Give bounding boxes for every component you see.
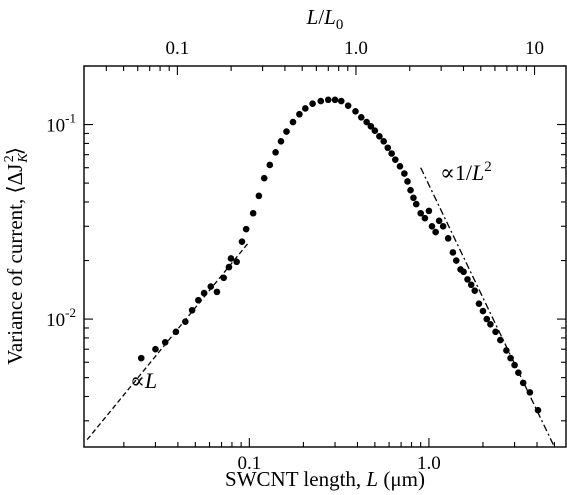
data-point [225, 263, 233, 271]
plot-frame [83, 65, 567, 448]
data-point [475, 300, 483, 307]
data-point [283, 128, 290, 135]
data-point [357, 113, 365, 121]
data-point [172, 328, 180, 336]
data-point [367, 122, 375, 130]
data-point [188, 306, 196, 314]
annotation-proportional-inverse-L-squared: ∝1/L2 [440, 159, 492, 185]
data-point [331, 96, 339, 104]
data-point [137, 354, 145, 362]
data-point [534, 406, 542, 414]
data-point [317, 97, 325, 105]
x2-axis-label: L/L0 [306, 5, 344, 33]
data-point [324, 96, 332, 104]
data-point [352, 107, 359, 115]
data-point [233, 258, 240, 266]
data-point [371, 127, 379, 134]
data-point [152, 345, 159, 353]
data-point [309, 100, 316, 108]
data-point [260, 174, 268, 182]
data-point [507, 354, 514, 362]
data-point [464, 276, 471, 283]
data-point [449, 249, 457, 256]
data-point [161, 338, 169, 346]
data-point [519, 379, 527, 387]
x2-tick-label: 1.0 [344, 38, 368, 59]
data-point [213, 288, 221, 296]
data-point [452, 257, 460, 264]
data-point [227, 255, 235, 262]
guide-line-proportional-inverse-L-squared [420, 167, 556, 448]
data-point [242, 225, 250, 233]
guide-lines [86, 167, 556, 448]
data-point [471, 287, 479, 294]
data-point [492, 328, 499, 336]
data-point [344, 102, 352, 110]
data-point [421, 214, 429, 222]
data-point [511, 361, 518, 369]
data-point [467, 281, 475, 289]
data-point [388, 150, 395, 157]
x-axis-label: SWCNT length, L (μm) [225, 467, 425, 491]
data-point [220, 274, 228, 282]
data-point [272, 149, 279, 156]
data-point [479, 307, 487, 315]
data-point [439, 222, 447, 230]
x-tick-label: 0.1 [237, 453, 261, 474]
data-point [266, 161, 274, 169]
data-point [249, 209, 257, 217]
data-point [401, 170, 408, 177]
data-point [460, 268, 467, 276]
data-point [392, 156, 399, 163]
data-point [497, 336, 504, 344]
data-point [238, 238, 246, 245]
y-tick-label: 10-1 [46, 111, 76, 137]
data-point [417, 209, 424, 217]
data-point [182, 318, 189, 325]
x2-tick-label: 10 [525, 38, 544, 59]
y-axis-label: Variance of current, ⟨ΔJK2⟩ [2, 147, 31, 365]
x-tick-label: 1.0 [417, 453, 441, 474]
data-point [432, 228, 439, 236]
tick-labels: 0.1 1.0 0.1 1.0 10 10-2 10-1 [46, 38, 544, 474]
data-point [396, 163, 404, 170]
data-point [302, 105, 309, 112]
data-point [425, 207, 433, 215]
data-point [200, 289, 208, 297]
data-point [363, 118, 370, 126]
data-point [444, 235, 452, 242]
data-point [407, 186, 414, 194]
data-point [380, 138, 387, 145]
data-point [410, 194, 417, 202]
data-point [376, 133, 383, 140]
data-point [277, 138, 285, 145]
data-point [289, 118, 297, 126]
x2-tick-label: 0.1 [166, 38, 190, 59]
data-point [435, 217, 443, 225]
data-point [255, 192, 263, 200]
data-point [404, 178, 411, 185]
data-point [337, 97, 345, 105]
data-point [384, 144, 392, 152]
data-point [428, 222, 436, 230]
data-point [195, 296, 202, 304]
guide-line-proportional-L [86, 241, 250, 441]
data-point [503, 347, 510, 354]
data-point [296, 110, 303, 118]
data-point [207, 283, 215, 290]
data-point [483, 315, 491, 323]
y-tick-label: 10-2 [46, 305, 76, 331]
data-point [412, 200, 420, 208]
data-point [515, 369, 522, 377]
data-point [487, 321, 494, 328]
annotation-proportional-L: ∝L [130, 368, 157, 393]
data-points [137, 96, 542, 414]
data-point [526, 389, 534, 396]
